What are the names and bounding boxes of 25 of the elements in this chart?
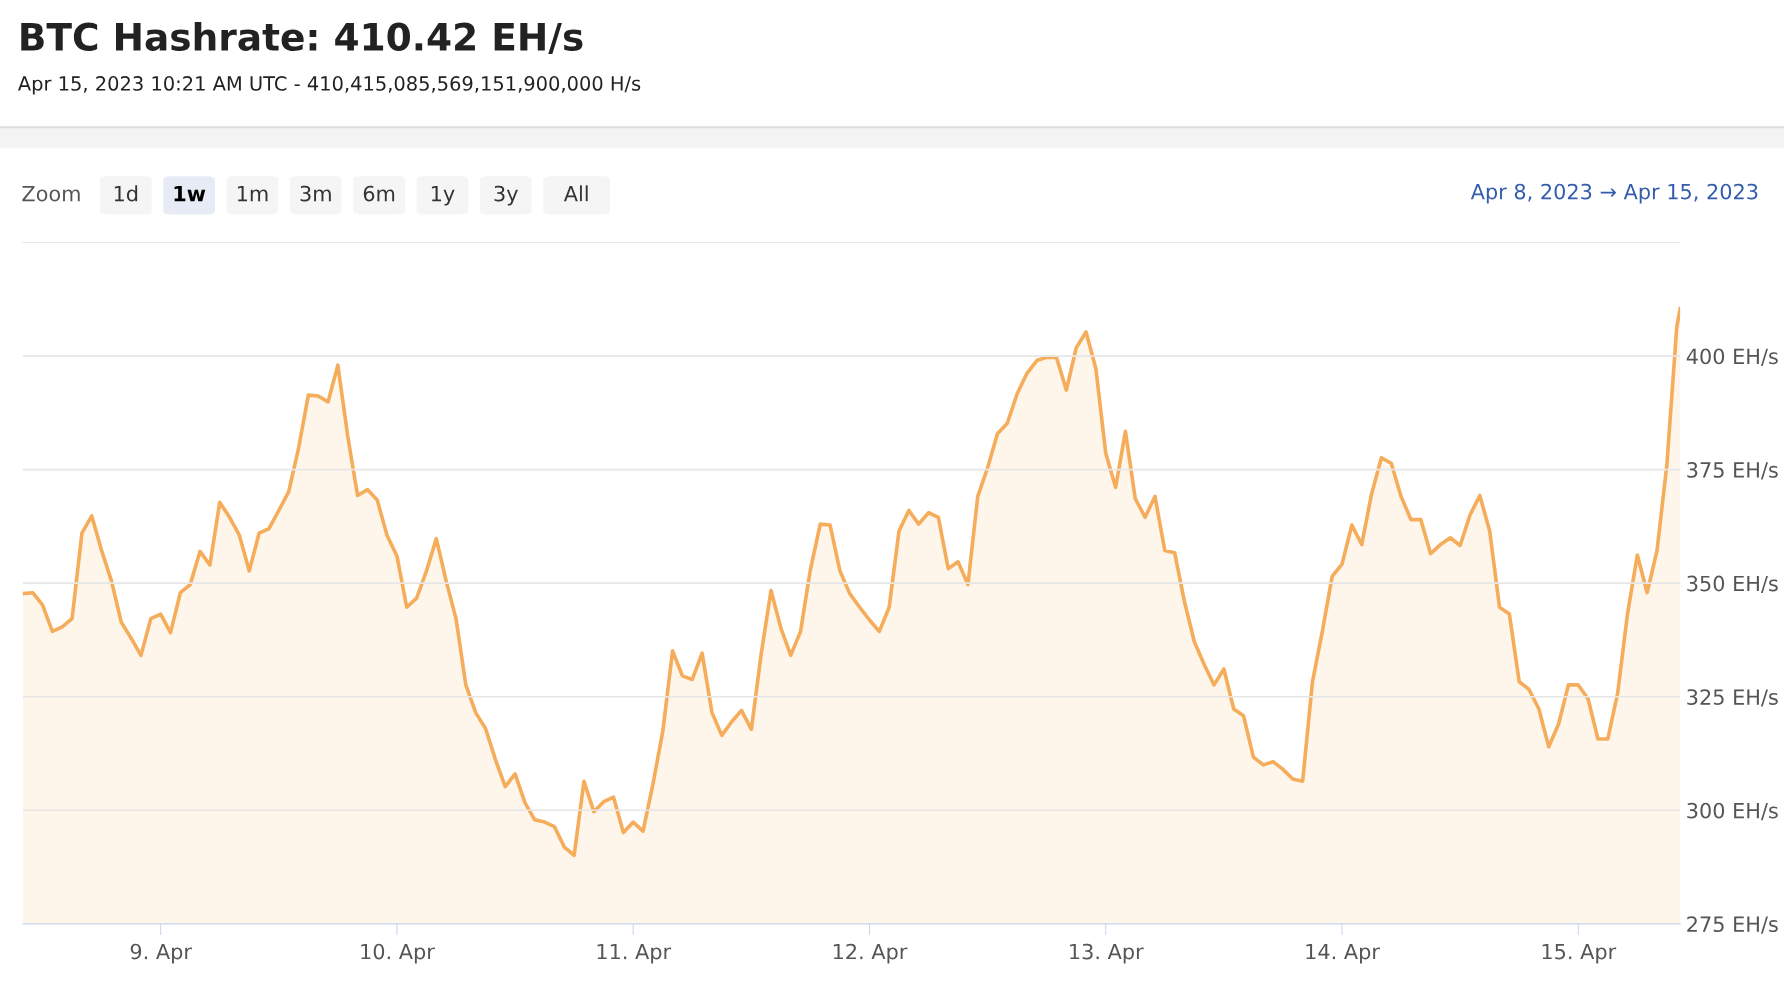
text: 1d xyxy=(114,185,138,202)
y-tick-label: 325 EH/s xyxy=(1687,689,1778,707)
text: All xyxy=(563,185,588,202)
text: Zoom xyxy=(22,185,80,202)
chart-title: BTC Hashrate: 410.42 EH/s xyxy=(21,21,583,54)
x-tick-label: 14. Apr xyxy=(1306,943,1380,964)
text: Apr 8, 2023 → Apr 15, 2023 xyxy=(1470,183,1758,204)
x-tick-label: 10. Apr xyxy=(361,943,435,964)
chart-subtitle: Apr 15, 2023 10:21 AM UTC - 410,415,085,569,151,900,000 H/s xyxy=(17,76,641,95)
text: 1y xyxy=(431,185,455,206)
y-tick-label: 400 EH/s xyxy=(1686,348,1778,366)
y-tick-label: 350 EH/s xyxy=(1687,575,1778,594)
text: 1w xyxy=(174,185,206,202)
x-tick-label: 11. Apr xyxy=(597,943,672,964)
y-tick-label: 375 EH/s xyxy=(1687,462,1778,480)
text: 3m xyxy=(300,185,331,202)
y-tick-label: 275 EH/s xyxy=(1687,916,1778,934)
text: 6m xyxy=(363,185,395,202)
y-tick-label: 300 EH/s xyxy=(1687,802,1778,821)
text: 1m xyxy=(237,185,268,202)
text: 3y xyxy=(494,185,518,206)
x-tick-label: 15. Apr xyxy=(1542,943,1617,964)
x-tick-label: 13. Apr xyxy=(1070,943,1144,964)
x-tick-label: 12. Apr xyxy=(833,943,908,964)
x-tick-label: 9. Apr xyxy=(130,943,192,964)
